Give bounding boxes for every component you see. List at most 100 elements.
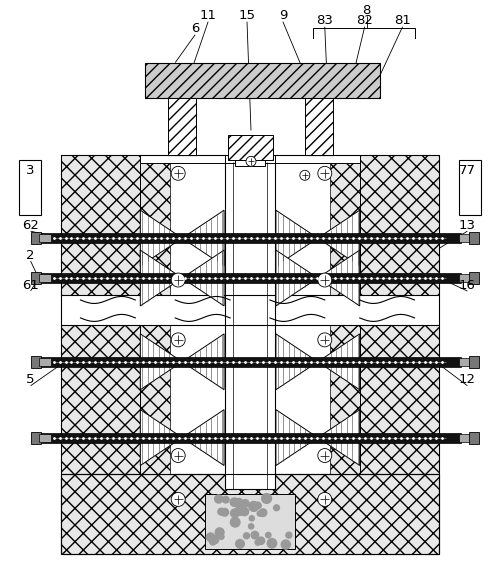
Bar [60,155,140,295]
Circle shape [236,540,245,548]
Polygon shape [182,334,224,390]
Polygon shape [276,210,318,266]
Circle shape [259,509,267,516]
Circle shape [249,501,258,511]
Circle shape [223,496,229,503]
Polygon shape [140,210,182,266]
Circle shape [241,508,249,516]
Bar [330,325,360,474]
Text: 16: 16 [459,278,476,292]
Bar [460,274,472,282]
Circle shape [171,492,185,507]
Bar [30,272,40,284]
Polygon shape [182,210,224,266]
Bar [38,273,462,283]
Bar [460,160,482,215]
Text: 2: 2 [26,249,35,262]
Circle shape [257,537,264,544]
Text: 5: 5 [26,373,35,386]
Circle shape [231,517,240,527]
Bar [460,358,472,366]
Text: 8: 8 [362,4,371,17]
Text: 13: 13 [459,219,476,231]
Bar [470,232,480,244]
Circle shape [242,500,249,507]
Circle shape [286,532,292,538]
Circle shape [318,333,332,347]
Bar [38,234,50,242]
Circle shape [318,492,332,507]
Circle shape [230,498,239,507]
Circle shape [218,508,225,515]
Bar [140,325,360,474]
Bar [228,135,273,160]
Circle shape [244,533,250,539]
Circle shape [318,273,332,287]
Polygon shape [318,334,360,390]
Circle shape [255,540,260,545]
Circle shape [171,449,185,462]
Circle shape [171,166,185,180]
Bar [470,431,480,444]
Circle shape [251,531,258,539]
Polygon shape [140,334,182,390]
Circle shape [267,539,276,548]
Polygon shape [182,410,224,465]
Text: 81: 81 [394,14,411,28]
Circle shape [265,532,271,538]
Polygon shape [276,410,318,465]
Text: 61: 61 [22,278,39,292]
Bar [460,434,472,442]
Circle shape [237,506,246,515]
Bar [305,97,333,155]
Bar [140,155,170,295]
Circle shape [234,499,244,508]
Bar [460,234,472,242]
Circle shape [219,534,224,539]
Circle shape [318,449,332,462]
Bar [38,434,50,442]
Bar [225,162,275,489]
Bar [60,325,140,474]
Text: 6: 6 [191,22,199,35]
Polygon shape [182,250,224,306]
Circle shape [246,156,256,166]
Text: 9: 9 [279,9,287,22]
Bar [18,160,40,215]
Bar [168,97,196,155]
Circle shape [257,511,262,516]
Circle shape [221,508,229,516]
Polygon shape [276,250,318,306]
Circle shape [171,273,185,287]
Circle shape [281,540,290,549]
Polygon shape [140,410,182,465]
Bar [140,325,170,474]
Circle shape [171,333,185,347]
Text: 62: 62 [22,219,39,231]
Text: 12: 12 [459,373,476,386]
Bar [360,325,440,474]
Circle shape [273,505,279,511]
Bar [360,155,440,295]
Bar [140,155,360,163]
Bar [235,160,265,166]
Polygon shape [276,334,318,390]
Circle shape [206,533,215,541]
Polygon shape [140,250,182,306]
Circle shape [256,503,261,508]
Text: 11: 11 [200,9,217,22]
Circle shape [235,507,243,515]
Polygon shape [318,250,360,306]
Circle shape [210,539,216,545]
Text: 15: 15 [239,9,255,22]
Bar [205,494,295,550]
Bar [38,358,50,366]
Circle shape [300,170,310,180]
Text: 77: 77 [459,164,476,177]
Text: 3: 3 [26,164,35,177]
Bar [145,62,380,97]
Text: 83: 83 [316,14,333,28]
Circle shape [318,166,332,180]
Bar [330,155,360,295]
Bar [38,233,462,243]
